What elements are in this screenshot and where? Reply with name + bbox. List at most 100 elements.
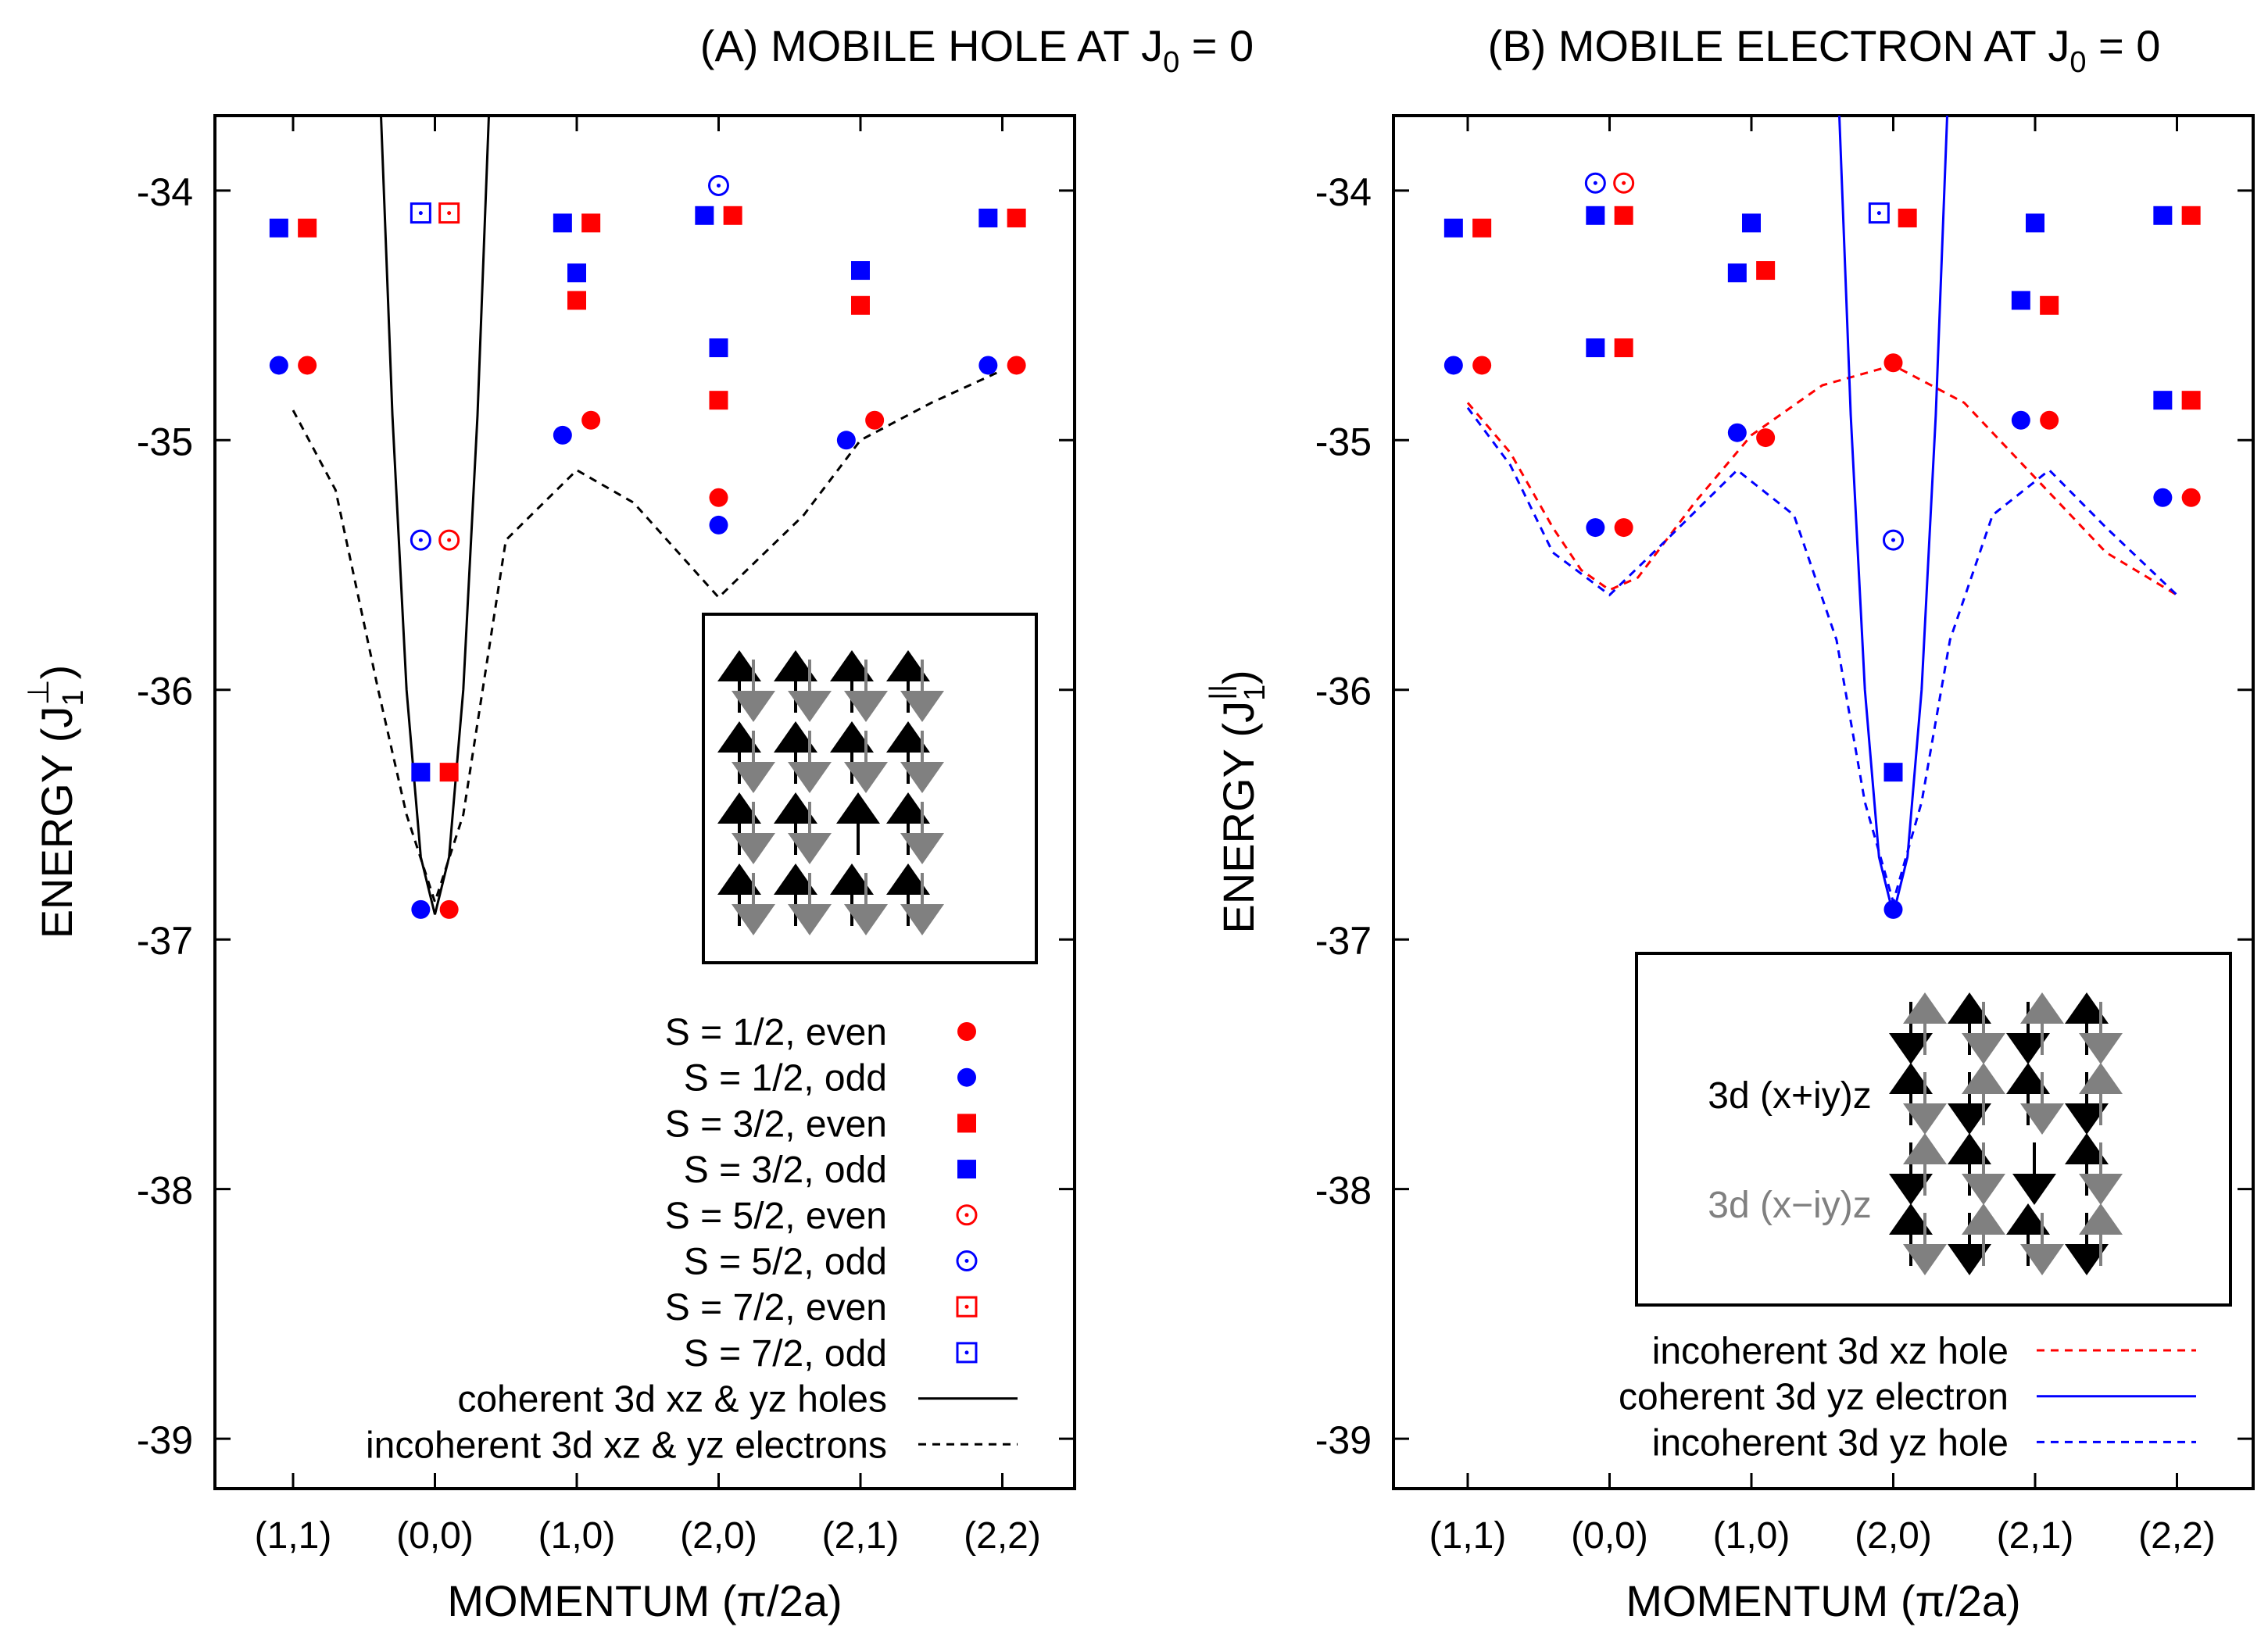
y-tick-label: -37 xyxy=(137,919,193,963)
data-point-square-red xyxy=(1898,208,1917,227)
data-point-square-red xyxy=(1614,206,1633,225)
panel-b-curves xyxy=(1466,116,2178,915)
data-point-square-red xyxy=(1614,338,1633,358)
x-tick-label: (1,1) xyxy=(255,1515,332,1557)
x-tick-label: (2,2) xyxy=(2138,1515,2216,1557)
y-tick-label: -34 xyxy=(137,170,193,214)
y-tick-label: -36 xyxy=(1315,670,1372,713)
data-point-circle-blue xyxy=(836,431,856,450)
data-point-circle-dot-red xyxy=(438,529,460,551)
legend-label: S = 1/2, odd xyxy=(684,1058,887,1099)
data-point-circle-red xyxy=(2181,488,2201,507)
panel-b-plot-frame xyxy=(1392,114,2255,1490)
y-tick-label: -35 xyxy=(1315,420,1372,463)
panel-b-inset-spins xyxy=(1889,992,2123,1275)
legend-label: incoherent 3d xz hole xyxy=(1652,1331,2009,1372)
legend-label: S = 7/2, odd xyxy=(684,1333,887,1375)
data-point-circle-dot-blue-dot xyxy=(1891,538,1895,542)
data-point-circle-dot-red-dot xyxy=(1622,181,1626,185)
panel-b-inset-label-black: 3d (x+iy)z xyxy=(1708,1075,1871,1117)
data-point-square-red xyxy=(1756,261,1776,281)
data-point-square-blue xyxy=(567,263,586,283)
data-point-square-dot-red-dot xyxy=(447,211,452,216)
panel-a-plot-frame xyxy=(213,114,1076,1490)
y-tick-label: -36 xyxy=(137,670,193,713)
y-tick-label: -35 xyxy=(137,420,193,463)
data-point-square-dot-blue xyxy=(1868,202,1890,224)
data-point-circle-blue xyxy=(2011,410,2030,430)
legend-label: S = 3/2, even xyxy=(665,1103,887,1145)
curve-coherent-3d-yz-electron xyxy=(1838,116,1948,915)
curve-incoherent-3d-xz-yz-electrons xyxy=(292,369,1003,906)
data-point-square-red xyxy=(2040,295,2059,315)
data-point-square-red xyxy=(709,391,728,410)
panel-b-x-ticks: (1,1) (0,0) (1,0) (2,0) (2,1) (2,2) xyxy=(1429,116,2216,1557)
data-point-circle-dot-red-dot xyxy=(447,538,452,542)
data-point-circle-blue xyxy=(1586,518,1605,538)
data-point-circle-red xyxy=(298,356,317,375)
legend-marker-sample-ring xyxy=(956,1204,978,1226)
y-tick-label: -39 xyxy=(1315,1418,1372,1462)
legend-entry: S = 7/2, odd xyxy=(684,1333,978,1375)
data-point-circle-dot-blue xyxy=(1883,529,1904,551)
legend-label: S = 1/2, even xyxy=(665,1012,887,1053)
panel-b: (B) MOBILE ELECTRON AT J0 = 0 ENERGY (J1… xyxy=(1204,21,2255,1625)
data-point-circle-blue xyxy=(1883,899,1903,919)
panel-a-curves xyxy=(292,116,1003,915)
data-point-square-red xyxy=(1007,208,1026,227)
legend-entry: incoherent 3d xz hole xyxy=(1652,1331,2196,1372)
data-point-square-blue xyxy=(1586,206,1605,225)
y-tick-label: -37 xyxy=(1315,919,1372,963)
curve-incoherent-3d-yz-hole xyxy=(1466,406,2178,906)
legend-label: coherent 3d yz electron xyxy=(1619,1377,2009,1418)
legend-entry: S = 5/2, even xyxy=(665,1196,978,1237)
legend-entry: incoherent 3d yz hole xyxy=(1652,1422,2196,1464)
data-point-circle-blue xyxy=(709,515,728,535)
legend-entry: coherent 3d xz & yz holes xyxy=(457,1379,1018,1421)
legend-marker-sample xyxy=(956,1342,978,1364)
data-point-circle-dot-blue-ring xyxy=(410,529,431,551)
data-point-square-dot-blue xyxy=(410,202,431,224)
data-point-circle-blue xyxy=(411,899,431,919)
data-point-circle-red xyxy=(1472,356,1492,375)
panel-b-inset-label-gray: 3d (x−iy)z xyxy=(1708,1185,1871,1226)
data-point-square-red xyxy=(2181,391,2201,410)
panel-b-title: (B) MOBILE ELECTRON AT J0 = 0 xyxy=(1488,21,2161,79)
legend-marker-sample xyxy=(957,1067,976,1087)
data-point-square-blue xyxy=(553,213,572,233)
data-point-square-red xyxy=(1472,218,1492,238)
panel-b-inset-frame xyxy=(1635,952,2232,1307)
data-point-square-red xyxy=(298,218,317,238)
data-point-circle-red xyxy=(865,410,885,430)
legend-label: S = 5/2, odd xyxy=(684,1242,887,1283)
data-point-circle-dot-blue-ring xyxy=(708,174,729,196)
panel-a-title: (A) MOBILE HOLE AT J0 = 0 xyxy=(700,21,1254,79)
data-point-circle-dot-blue xyxy=(1584,172,1606,194)
data-point-circle-blue xyxy=(553,425,572,445)
data-point-circle-red xyxy=(709,488,728,507)
legend-marker-sample xyxy=(956,1250,978,1271)
data-point-square-blue xyxy=(709,338,728,358)
data-point-circle-blue xyxy=(978,356,998,375)
x-tick-label: (2,1) xyxy=(1997,1515,2074,1557)
data-point-square-blue xyxy=(1727,263,1747,283)
legend-marker-sample xyxy=(957,1022,976,1041)
legend-marker-sample-dot xyxy=(964,1350,969,1355)
legend-label: S = 5/2, even xyxy=(665,1196,887,1237)
panel-b-points xyxy=(1443,172,2201,919)
x-tick-label: (2,1) xyxy=(822,1515,900,1557)
data-point-circle-blue xyxy=(269,356,288,375)
data-point-circle-blue xyxy=(1727,423,1747,442)
data-point-square-blue xyxy=(269,218,288,238)
data-point-circle-red xyxy=(1614,518,1633,538)
data-point-square-red xyxy=(2181,206,2201,225)
legend-entry: S = 7/2, even xyxy=(665,1287,978,1328)
legend-marker-sample-box xyxy=(956,1342,978,1364)
legend-entry: S = 3/2, even xyxy=(665,1103,976,1145)
data-point-square-dot-blue-box xyxy=(1868,202,1890,224)
panel-a-y-ticks: -34 -35 -36 -37 -38 -39 xyxy=(137,170,1075,1462)
data-point-circle-dot-red-ring xyxy=(1613,172,1635,194)
panel-a-inset-spins xyxy=(717,650,944,935)
data-point-circle-dot-blue-dot xyxy=(717,183,721,188)
panel-a-y-axis-label: ENERGY (J1⊥) xyxy=(23,665,90,939)
